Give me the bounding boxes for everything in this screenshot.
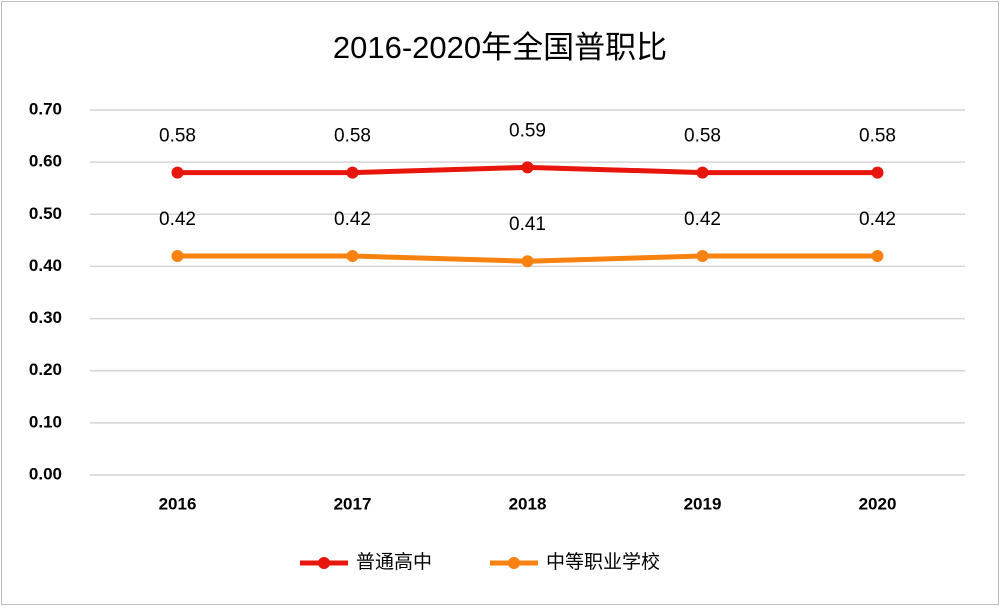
data-label: 0.58 bbox=[859, 126, 896, 147]
data-point bbox=[521, 161, 534, 174]
data-point bbox=[171, 250, 184, 262]
x-tick-label: 2018 bbox=[509, 494, 547, 513]
data-point bbox=[171, 166, 184, 179]
y-tick-label: 0.50 bbox=[29, 204, 62, 223]
x-tick-label: 2016 bbox=[159, 494, 197, 513]
data-label: 0.42 bbox=[334, 209, 371, 230]
data-label: 0.58 bbox=[684, 126, 721, 147]
data-label: 0.58 bbox=[159, 126, 196, 147]
legend-marker bbox=[318, 557, 330, 569]
data-label: 0.42 bbox=[684, 209, 721, 230]
y-tick-label: 0.30 bbox=[29, 308, 62, 327]
data-label: 0.42 bbox=[859, 209, 896, 230]
y-tick-label: 0.70 bbox=[29, 99, 62, 118]
y-tick-label: 0.40 bbox=[29, 256, 62, 275]
y-tick-label: 0.00 bbox=[29, 464, 62, 483]
x-tick-label: 2017 bbox=[334, 494, 372, 513]
y-tick-label: 0.20 bbox=[29, 360, 62, 379]
data-point bbox=[871, 250, 884, 262]
legend-label: 普通高中 bbox=[356, 551, 432, 573]
data-label: 0.42 bbox=[159, 209, 196, 230]
y-tick-label: 0.60 bbox=[29, 152, 62, 171]
data-point bbox=[346, 166, 359, 179]
data-point bbox=[521, 255, 534, 268]
data-point bbox=[346, 250, 359, 262]
x-tick-label: 2019 bbox=[684, 494, 722, 513]
chart-title: 2016-2020年全国普职比 bbox=[333, 30, 667, 65]
y-tick-label: 0.10 bbox=[29, 412, 62, 431]
data-label: 0.41 bbox=[509, 214, 546, 235]
data-point bbox=[696, 250, 709, 262]
data-label: 0.59 bbox=[509, 120, 546, 141]
data-point bbox=[696, 166, 709, 179]
legend-marker bbox=[508, 557, 520, 569]
data-point bbox=[871, 166, 884, 179]
data-label: 0.58 bbox=[334, 126, 371, 147]
x-tick-label: 2020 bbox=[859, 494, 897, 513]
legend-label: 中等职业学校 bbox=[546, 551, 660, 573]
